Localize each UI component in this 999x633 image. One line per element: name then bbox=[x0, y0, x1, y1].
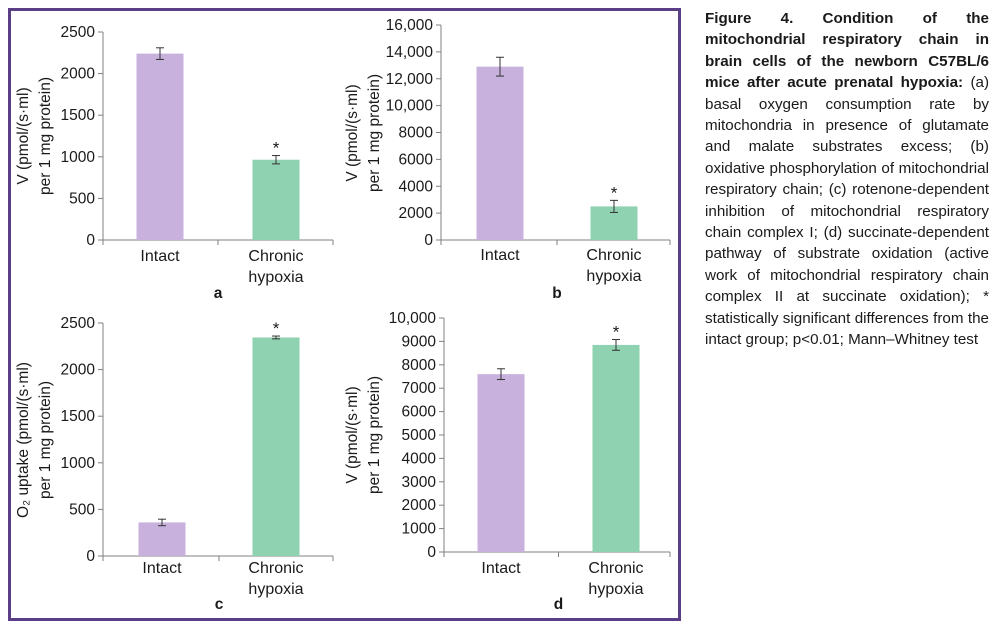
y-tick-label: 2000 bbox=[399, 205, 434, 222]
category-label: Intact bbox=[142, 560, 182, 577]
y-axis-title: V (pmol/(s·ml) bbox=[344, 386, 361, 483]
y-tick-label: 8000 bbox=[402, 357, 437, 374]
category-label: hypoxia bbox=[248, 581, 303, 598]
y-tick-label: 2500 bbox=[61, 24, 96, 41]
y-tick-label: 10,000 bbox=[389, 310, 437, 327]
y-tick-label: 5000 bbox=[402, 427, 437, 444]
y-tick-label: 1000 bbox=[61, 149, 96, 166]
y-tick-label: 0 bbox=[86, 232, 95, 249]
significance-marker: * bbox=[613, 323, 620, 342]
y-tick-label: 500 bbox=[69, 501, 95, 518]
y-tick-label: 6000 bbox=[399, 151, 434, 168]
caption-title: Figure 4. Condition of the mitochondrial… bbox=[705, 10, 989, 92]
bar-chronic-hypoxia bbox=[592, 344, 640, 552]
chart-panel-c: 0 500 1000 1500 2000 2500 O₂ uptake (pmol/(s·m… bbox=[15, 315, 334, 613]
bar-chronic-hypoxia bbox=[252, 337, 300, 556]
y-tick-label: 0 bbox=[427, 544, 436, 561]
bar-intact bbox=[477, 374, 525, 552]
y-axis-title: V (pmol/(s·ml) bbox=[15, 87, 32, 184]
y-axis-title: per 1 mg protein) bbox=[37, 77, 54, 195]
charts-canvas: 0 500 1000 1500 2000 2500 V (pmol/(s·ml) per 1 … bbox=[15, 17, 671, 613]
bar-intact bbox=[138, 522, 186, 556]
category-label: Chronic bbox=[588, 560, 643, 577]
y-axis-title: per 1 mg protein) bbox=[366, 74, 383, 192]
y-tick-label: 10,000 bbox=[386, 98, 434, 115]
y-tick-label: 0 bbox=[86, 548, 95, 565]
bar-chronic-hypoxia bbox=[252, 159, 300, 240]
category-label: hypoxia bbox=[586, 268, 641, 285]
y-tick-label: 14,000 bbox=[386, 44, 434, 61]
category-label: Intact bbox=[140, 248, 180, 265]
category-label: Chronic bbox=[586, 247, 641, 264]
significance-marker: * bbox=[273, 319, 280, 338]
y-tick-label: 9000 bbox=[402, 333, 437, 350]
bar-intact bbox=[136, 53, 184, 240]
y-tick-label: 1500 bbox=[61, 408, 96, 425]
category-label: hypoxia bbox=[588, 581, 643, 598]
y-axis-title: O₂ uptake (pmol/(s·ml) bbox=[15, 362, 32, 518]
y-tick-label: 2000 bbox=[61, 66, 96, 83]
y-tick-label: 12,000 bbox=[386, 71, 434, 88]
y-tick-label: 2000 bbox=[61, 362, 96, 379]
y-tick-label: 4000 bbox=[399, 178, 434, 195]
category-label: Chronic bbox=[248, 560, 303, 577]
y-tick-label: 3000 bbox=[402, 474, 437, 491]
y-tick-label: 1000 bbox=[402, 521, 437, 538]
figure-caption: Figure 4. Condition of the mitochondrial… bbox=[705, 8, 989, 351]
y-tick-label: 0 bbox=[424, 232, 433, 249]
y-axis-title: per 1 mg protein) bbox=[37, 381, 54, 499]
panel-label: d bbox=[554, 596, 563, 613]
y-tick-label: 2500 bbox=[61, 315, 96, 332]
significance-marker: * bbox=[273, 139, 280, 158]
y-axis-title: per 1 mg protein) bbox=[366, 376, 383, 494]
y-tick-label: 6000 bbox=[402, 404, 437, 421]
figure-frame bbox=[8, 8, 681, 621]
y-tick-label: 1500 bbox=[61, 107, 96, 124]
y-tick-label: 8000 bbox=[399, 125, 434, 142]
panel-label: b bbox=[552, 285, 561, 302]
y-tick-label: 1000 bbox=[61, 455, 96, 472]
y-tick-label: 4000 bbox=[402, 450, 437, 467]
y-tick-label: 500 bbox=[69, 190, 95, 207]
chart-panel-a: 0 500 1000 1500 2000 2500 V (pmol/(s·ml) per 1 … bbox=[15, 24, 334, 302]
caption-body: (a) basal oxygen consumption rate by mit… bbox=[705, 74, 989, 349]
y-axis-title: V (pmol/(s·ml) bbox=[344, 84, 361, 181]
chart-panel-d: 0 1000 2000 3000 4000 5000 6000 7000 8000 9000 10,… bbox=[344, 310, 671, 613]
chart-panel-b: 0 2000 4000 6000 8000 10,000 12,000 14,000 16,00… bbox=[344, 17, 671, 302]
category-label: Chronic bbox=[248, 248, 303, 265]
y-tick-label: 7000 bbox=[402, 380, 437, 397]
panel-label: a bbox=[214, 285, 223, 302]
y-tick-label: 2000 bbox=[402, 497, 437, 514]
panel-label: c bbox=[215, 596, 224, 613]
bar-intact bbox=[476, 66, 524, 240]
category-label: Intact bbox=[480, 247, 520, 264]
significance-marker: * bbox=[611, 183, 618, 202]
y-tick-label: 16,000 bbox=[386, 17, 434, 34]
category-label: hypoxia bbox=[248, 269, 303, 286]
category-label: Intact bbox=[481, 560, 521, 577]
